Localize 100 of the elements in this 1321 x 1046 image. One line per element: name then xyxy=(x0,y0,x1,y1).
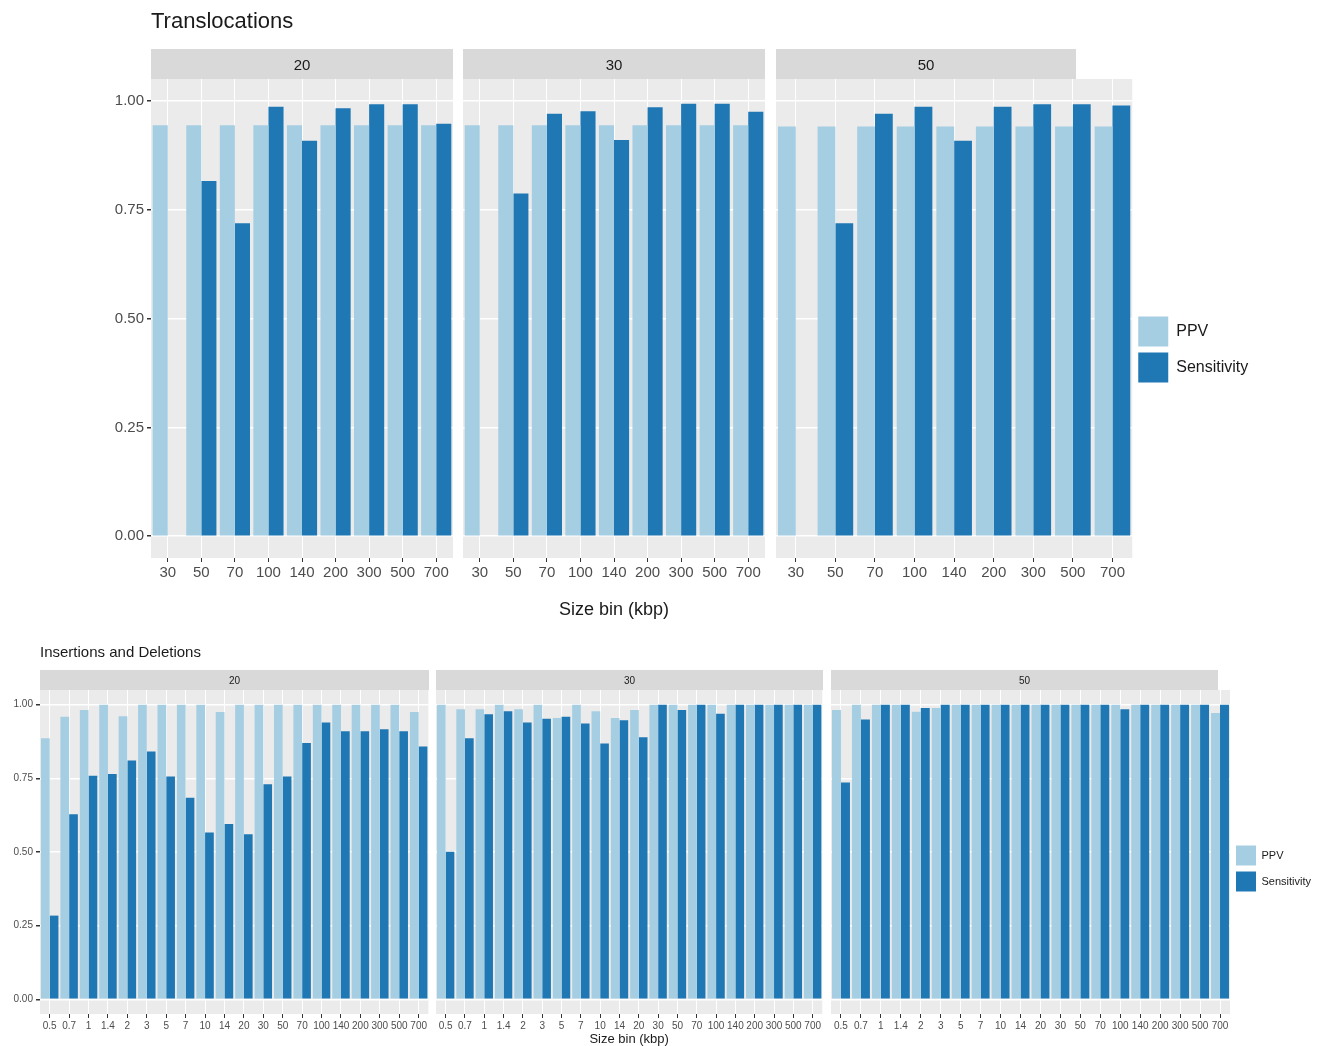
x-tick-label: 500 xyxy=(702,563,728,581)
bar xyxy=(464,125,480,536)
x-tick-label: 2 xyxy=(124,1019,131,1031)
bar xyxy=(340,731,350,999)
x-tick-label: 7 xyxy=(578,1019,585,1031)
bar xyxy=(402,104,418,536)
bar xyxy=(936,126,955,536)
x-tick-label: 1.4 xyxy=(893,1019,909,1031)
bar xyxy=(107,773,117,999)
bar xyxy=(157,704,167,999)
bar xyxy=(832,710,841,999)
x-tick-label: 5 xyxy=(163,1019,170,1031)
bar xyxy=(552,717,562,999)
bar xyxy=(166,776,175,999)
chart-title: Translocations xyxy=(151,8,294,34)
x-tick-label: 140 xyxy=(332,1019,350,1031)
bar xyxy=(1211,712,1221,999)
bar xyxy=(716,713,725,999)
x-tick-label: 14 xyxy=(218,1019,231,1031)
y-tick-label: 1.00 xyxy=(13,698,34,710)
chart-subtitle: 50 xyxy=(831,670,1218,690)
bar xyxy=(812,704,822,999)
x-tick-label: 200 xyxy=(981,563,1007,581)
bar xyxy=(565,125,581,536)
x-tick-label: 700 xyxy=(804,1019,822,1031)
x-tick-label: 0.7 xyxy=(62,1019,77,1031)
x-tick-label: 300 xyxy=(1020,563,1046,581)
bar xyxy=(399,731,408,999)
bar xyxy=(707,704,717,999)
bar xyxy=(436,704,446,999)
bar xyxy=(176,704,186,999)
bar xyxy=(668,704,678,999)
bar xyxy=(127,760,137,999)
x-tick-label: 140 xyxy=(941,563,967,581)
bar xyxy=(185,797,195,999)
x-tick-label: 0.5 xyxy=(834,1019,849,1031)
x-tick-label: 140 xyxy=(601,563,627,581)
bar xyxy=(1011,704,1021,999)
x-tick-label: 1 xyxy=(878,1019,885,1031)
x-tick-label: 500 xyxy=(390,563,416,581)
x-tick-label: 5 xyxy=(957,1019,964,1031)
bar xyxy=(1060,704,1070,999)
bar xyxy=(224,824,234,999)
x-tick-label: 30 xyxy=(1054,1019,1067,1031)
bar xyxy=(475,709,485,999)
bar xyxy=(219,125,235,536)
y-tick-label: 0.00 xyxy=(114,526,144,544)
bar xyxy=(911,711,921,999)
x-tick-label: 70 xyxy=(296,1019,309,1031)
x-tick-label: 3 xyxy=(539,1019,546,1031)
bar xyxy=(546,113,562,536)
bar xyxy=(619,720,629,999)
bar xyxy=(503,711,513,999)
bar xyxy=(658,704,667,999)
bar xyxy=(991,704,1001,999)
bar xyxy=(777,126,796,536)
bar xyxy=(735,704,745,999)
x-tick-label: 70 xyxy=(1094,1019,1107,1031)
bar xyxy=(1151,704,1161,999)
bar xyxy=(726,704,736,999)
x-tick-label: 300 xyxy=(356,563,382,581)
bar xyxy=(647,107,663,536)
bar xyxy=(186,125,202,536)
bar xyxy=(69,814,78,999)
x-tick-label: 10 xyxy=(995,1019,1007,1031)
bar xyxy=(572,704,581,999)
x-tick-label: 50 xyxy=(671,1019,684,1031)
bar xyxy=(835,223,854,536)
x-tick-label: 1 xyxy=(85,1019,92,1031)
x-tick-label: 3 xyxy=(937,1019,944,1031)
x-tick-label: 2 xyxy=(520,1019,527,1031)
y-tick-label: 0.00 xyxy=(13,993,34,1005)
x-tick-label: 20 xyxy=(633,1019,645,1031)
bar xyxy=(263,784,273,999)
bar xyxy=(293,704,303,999)
x-tick-label: 700 xyxy=(1099,563,1125,581)
bar xyxy=(234,223,250,536)
x-tick-label: 300 xyxy=(371,1019,389,1031)
bar xyxy=(1031,704,1041,999)
bar xyxy=(88,775,98,999)
bar xyxy=(445,851,455,999)
y-tick-label: 0.75 xyxy=(114,199,144,217)
bar xyxy=(513,193,529,536)
bar xyxy=(118,716,128,999)
bar xyxy=(273,704,283,999)
bar xyxy=(49,915,59,999)
x-tick-label: 30 xyxy=(652,1019,665,1031)
x-tick-label: 700 xyxy=(1211,1019,1229,1031)
bar xyxy=(591,711,601,999)
bar xyxy=(215,712,225,999)
x-tick-label: 5 xyxy=(558,1019,565,1031)
bar xyxy=(714,103,730,536)
bar xyxy=(436,123,452,536)
bar xyxy=(494,704,504,999)
x-tick-label: 70 xyxy=(691,1019,703,1031)
bar xyxy=(1051,704,1061,999)
x-tick-label: 200 xyxy=(323,563,349,581)
bar xyxy=(630,710,639,999)
x-tick-label: 500 xyxy=(1191,1019,1209,1031)
x-tick-label: 30 xyxy=(787,563,805,581)
